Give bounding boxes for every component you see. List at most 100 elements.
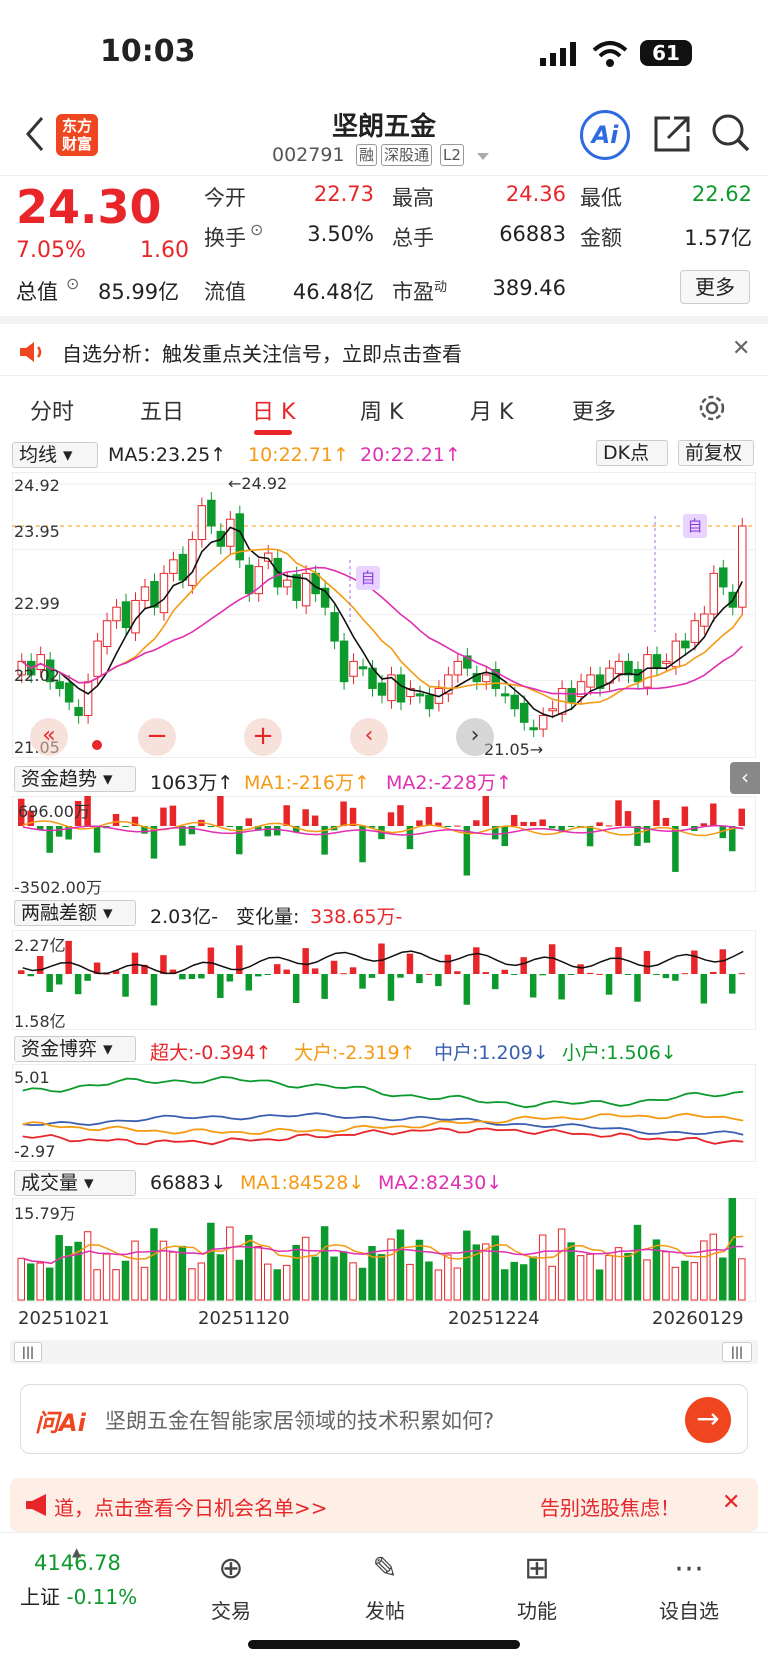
grid-icon: ⊞ [524, 1551, 550, 1586]
volume-bar [216, 1254, 225, 1301]
self-tag-2[interactable]: 自 [683, 514, 707, 538]
volume-bar [444, 1254, 452, 1301]
info-icon[interactable]: ⊙ [250, 220, 264, 239]
info-icon[interactable]: ⊙ [66, 274, 80, 293]
gear-icon[interactable] [696, 392, 728, 424]
volume-bar [121, 1260, 130, 1301]
low-marker: 21.05→ [484, 740, 544, 759]
candle [339, 640, 349, 683]
fund-trend-ma1: MA1:-216万↑ [244, 772, 370, 794]
volume-ma1-line [22, 1235, 744, 1265]
tab-intraday[interactable]: 分时 [30, 400, 75, 425]
candle [709, 572, 719, 615]
functions-button[interactable]: ⊞ 功能 [482, 1551, 592, 1624]
candle [538, 715, 548, 730]
candle [349, 660, 358, 677]
fund-trend-selector[interactable]: 资金趋势 ▾ [14, 766, 136, 792]
panel-bar [492, 974, 499, 990]
panel-bar [444, 826, 452, 827]
tab-monthly-k[interactable]: 月 K [470, 400, 514, 425]
panel-bar [311, 815, 319, 826]
panel-bar [700, 974, 708, 1004]
chart-scrollbar[interactable]: ||| ||| [10, 1340, 758, 1364]
scroll-left-icon[interactable]: ‹ [350, 718, 388, 756]
volume-bar [254, 1246, 262, 1301]
panel-bar [501, 826, 508, 847]
volume-bar [453, 1267, 462, 1301]
close-icon[interactable]: ✕ [732, 336, 751, 361]
fund-trend-y-top: 696.00万 [18, 802, 90, 821]
margin-value: 2.03亿- [150, 906, 219, 928]
panel-bar [330, 960, 338, 974]
panel-bar [567, 974, 575, 975]
tab-five-day[interactable]: 五日 [140, 400, 185, 425]
volume-selector[interactable]: 成交量 ▾ [14, 1170, 136, 1196]
candle [207, 499, 216, 527]
panel-bar [236, 945, 243, 974]
kline-chart[interactable] [12, 472, 756, 758]
candle [491, 668, 501, 689]
panel-bar [340, 973, 347, 975]
volume-bar [207, 1222, 215, 1301]
notice-bar[interactable]: 自选分析：触发重点关注信号，立即点击查看 ✕ [0, 316, 768, 376]
more-button[interactable]: 更多 [680, 270, 750, 304]
volume-bar [140, 1266, 149, 1301]
candle [576, 681, 586, 698]
candle [662, 660, 671, 664]
panel-bar [359, 826, 366, 863]
high-label: 最高 [392, 186, 434, 210]
scroll-handle-left[interactable]: ||| [14, 1342, 42, 1362]
scroll-right-icon[interactable]: › [456, 718, 494, 756]
share-icon[interactable] [652, 114, 692, 154]
back-icon[interactable] [22, 114, 46, 154]
dk-point-button[interactable]: DK点 [596, 440, 668, 466]
candle [169, 559, 178, 574]
panel-bar [273, 964, 281, 974]
tab-weekly-k[interactable]: 周 K [360, 400, 404, 425]
collapse-panel-icon[interactable]: ‹ [730, 762, 760, 794]
search-icon[interactable] [710, 112, 752, 154]
add-watchlist-button[interactable]: ⋯ 设自选 [634, 1551, 744, 1624]
candle [425, 694, 434, 710]
tab-daily-k[interactable]: 日 K [252, 400, 296, 425]
panel-bar [255, 826, 262, 831]
scroll-handle-right[interactable]: ||| [722, 1342, 752, 1362]
panel-bar [539, 819, 546, 826]
fund-game-selector[interactable]: 资金博弈 ▾ [14, 1036, 136, 1062]
volume-chart [12, 1198, 756, 1302]
notice-text: 自选分析：触发重点关注信号，立即点击查看 [62, 342, 462, 366]
adjust-button[interactable]: 前复权 [678, 440, 754, 466]
panel-bar [160, 955, 167, 974]
mcap-value: 85.99亿 [98, 280, 180, 304]
tab-more[interactable]: 更多 [572, 400, 617, 425]
volume-bar [131, 1240, 139, 1301]
close-icon[interactable]: ✕ [722, 1490, 741, 1515]
zoom-in-icon[interactable]: + [244, 718, 282, 756]
self-tag-1[interactable]: 自 [356, 566, 380, 590]
volume-bar [150, 1228, 158, 1301]
y-label-2: 23.95 [14, 522, 60, 541]
trade-button[interactable]: ⊕ 交易 [176, 1551, 286, 1624]
scroll-left-fast-icon[interactable]: « [30, 718, 68, 756]
ma-selector[interactable]: 均线 ▾ [12, 442, 98, 468]
volume-bar [738, 1258, 746, 1301]
panel-bar [482, 796, 490, 826]
margin-selector[interactable]: 两融差额 ▾ [14, 900, 136, 926]
nav-bar: 东方 财富 坚朗五金 002791 融 深股通 L2 Ai [0, 100, 768, 176]
post-button[interactable]: ✎ 发帖 [330, 1551, 440, 1624]
panel-bar [634, 974, 641, 1002]
panel-bar [558, 974, 565, 1000]
volume-bar [368, 1246, 376, 1301]
dropdown-icon[interactable] [476, 152, 490, 162]
zoom-out-icon[interactable]: − [138, 718, 176, 756]
arrow-right-icon[interactable]: → [685, 1397, 731, 1443]
ask-ai-input[interactable]: 问Ai 坚朗五金在智能家居领域的技术积累如何? → [20, 1384, 748, 1454]
panel-bar [302, 948, 309, 974]
panel-bar [103, 973, 110, 975]
ai-button[interactable]: Ai [580, 110, 630, 160]
promo-banner[interactable]: 道，点击查看今日机会名单>> 告别选股焦虑！ ✕ [10, 1478, 758, 1532]
panel-bar [605, 825, 613, 827]
index-widget[interactable]: ▲ 4146.78 上证 -0.11% [20, 1545, 138, 1609]
panel-bar [454, 971, 461, 974]
panel-bar [245, 974, 253, 991]
